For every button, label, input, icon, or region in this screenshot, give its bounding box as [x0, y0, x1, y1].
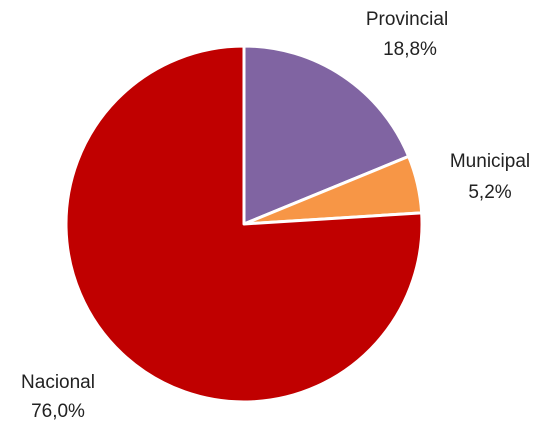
- pie-slice: [242, 44, 411, 226]
- slice-value-label: 5,2%: [468, 182, 511, 203]
- slice-value-label: 76,0%: [31, 401, 85, 422]
- slice-value-label: 18,8%: [383, 39, 437, 60]
- pie-slice: [64, 44, 424, 404]
- slice-label: Municipal: [450, 151, 530, 172]
- slice-label: Nacional: [21, 372, 95, 393]
- slice-label: Provincial: [366, 9, 448, 30]
